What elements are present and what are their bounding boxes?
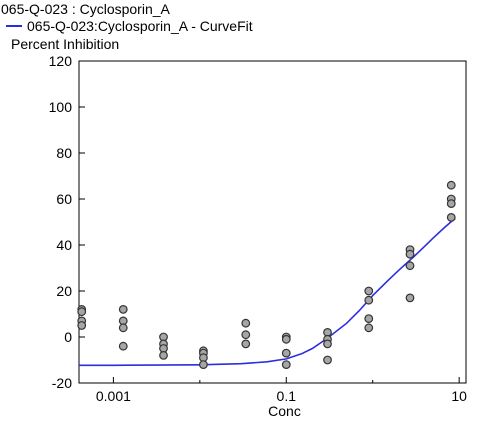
x-tick-label: 10 xyxy=(451,388,467,404)
y-tick-label: 100 xyxy=(49,99,73,115)
data-point xyxy=(364,295,374,305)
x-axis-label: Conc xyxy=(268,403,301,419)
y-tick-label: -20 xyxy=(52,375,72,391)
x-tick-label: 0.1 xyxy=(277,388,297,404)
data-point xyxy=(405,293,415,303)
data-point xyxy=(118,341,128,351)
data-point xyxy=(281,348,291,358)
legend-entry-curvefit: 065-Q-023:Cyclosporin_A - CurveFit xyxy=(6,18,253,34)
y-tick-label: 60 xyxy=(56,191,72,207)
legend-entry-points: 065-Q-023 : Cyclosporin_A xyxy=(1,1,170,17)
y-tick-label: 40 xyxy=(56,237,72,253)
data-point xyxy=(241,339,251,349)
data-point xyxy=(364,286,374,296)
data-point xyxy=(446,199,456,209)
data-point xyxy=(323,339,332,349)
data-point xyxy=(405,249,415,259)
y-axis-label: Percent Inhibition xyxy=(11,36,120,52)
data-point xyxy=(323,355,332,365)
x-tick-label: 0.001 xyxy=(96,388,131,404)
data-point xyxy=(199,360,208,370)
y-tick-label: 20 xyxy=(56,283,72,299)
y-tick-label: 0 xyxy=(64,329,72,345)
y-tick-label: 120 xyxy=(49,53,73,69)
data-point xyxy=(446,212,456,222)
data-point xyxy=(364,323,374,333)
curve-fit-line xyxy=(79,217,456,367)
data-point xyxy=(281,334,291,344)
y-tick-label: 80 xyxy=(56,145,72,161)
data-point xyxy=(446,180,456,190)
legend-label-points: 065-Q-023 : Cyclosporin_A xyxy=(1,1,170,17)
legend-label-curvefit: 065-Q-023:Cyclosporin_A - CurveFit xyxy=(27,18,253,34)
legend-curve-swatch xyxy=(6,25,22,28)
plot-frame xyxy=(78,60,467,384)
data-point xyxy=(281,360,291,370)
data-point xyxy=(159,351,168,360)
data-point xyxy=(405,261,415,271)
data-point xyxy=(118,323,128,333)
data-point xyxy=(364,314,374,324)
data-point xyxy=(77,321,87,330)
data-point xyxy=(241,330,251,340)
data-point xyxy=(118,305,128,314)
data-point xyxy=(241,318,251,328)
data-point xyxy=(77,307,87,317)
